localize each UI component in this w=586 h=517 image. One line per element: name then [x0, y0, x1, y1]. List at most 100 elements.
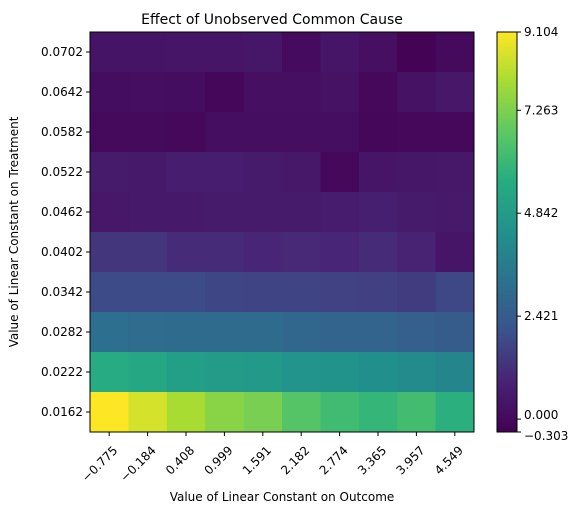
heatmap-cell: [166, 312, 206, 353]
heatmap-cell: [397, 232, 437, 273]
heatmap-cell: [128, 72, 168, 113]
heatmap-cell: [358, 352, 398, 393]
heatmap-cell: [90, 72, 129, 113]
heatmap-cell: [243, 32, 283, 73]
heatmap-cell: [90, 32, 129, 73]
heatmap-cell: [320, 152, 360, 193]
heatmap-cell: [243, 112, 283, 153]
heatmap-cell: [128, 192, 168, 233]
heatmap-cell: [320, 72, 360, 113]
heatmap-cell: [128, 152, 168, 193]
heatmap-cell: [320, 352, 360, 393]
x-tick-label: 0.999: [201, 443, 235, 477]
heatmap-cell: [282, 392, 321, 433]
x-tick-label: 2.774: [317, 443, 351, 477]
heatmap-cell: [320, 192, 360, 233]
heatmap-cell: [166, 272, 206, 313]
x-axis-label: Value of Linear Constant on Outcome: [170, 490, 395, 504]
heatmap-cell: [243, 72, 283, 113]
heatmap-cell: [435, 392, 475, 433]
heatmap-cell: [90, 352, 129, 393]
heatmap-cell: [90, 272, 129, 313]
heatmap-cell: [320, 112, 360, 153]
heatmap-cell: [90, 232, 129, 273]
x-tick-label: 2.182: [278, 443, 312, 477]
heatmap-cell: [282, 312, 321, 353]
y-tick-label: 0.0462: [41, 205, 83, 219]
heatmap-cell: [435, 232, 475, 273]
heatmap-cell: [205, 72, 245, 113]
heatmap-cell: [397, 152, 437, 193]
heatmap-cell: [358, 32, 398, 73]
heatmap-cell: [128, 112, 168, 153]
heatmap-cell: [243, 272, 283, 313]
heatmap-cell: [358, 112, 398, 153]
x-tick-label: 4.549: [432, 443, 466, 477]
heatmap-cell: [320, 312, 360, 353]
y-tick-label: 0.0522: [41, 165, 83, 179]
colorbar-ticks: −0.303 0.000 2.421 4.842 7.263 9.104: [517, 25, 568, 443]
heatmap-cell: [166, 392, 206, 433]
heatmap-cell: [205, 112, 245, 153]
y-axis-ticks: 0.0702 0.0642 0.0582 0.0522 0.0462 0.0402 0.03…: [41, 45, 90, 419]
heatmap-cell: [397, 392, 437, 433]
x-tick-label: −0.775: [79, 443, 120, 484]
x-axis-ticks: −0.775−0.184 0.408 0.999 1.591 2.182 2.774 3.3…: [79, 432, 466, 485]
y-tick-label: 0.0582: [41, 125, 83, 139]
heatmap-cell: [90, 112, 129, 153]
heatmap-cell: [90, 152, 129, 193]
heatmap-cell: [282, 32, 321, 73]
heatmap-cell: [205, 192, 245, 233]
heatmap-cell: [243, 312, 283, 353]
heatmap-cell: [282, 72, 321, 113]
heatmap-cell: [128, 312, 168, 353]
heatmap-cell: [166, 32, 206, 73]
y-tick-label: 0.0342: [41, 285, 83, 299]
colorbar-tick-label: 7.263: [524, 103, 558, 117]
heatmap-cell: [166, 112, 206, 153]
heatmap-cell: [358, 192, 398, 233]
heatmap-cell: [358, 312, 398, 353]
heatmap-cell: [205, 232, 245, 273]
colorbar-tick-label: 0.000: [524, 408, 558, 422]
y-tick-label: 0.0282: [41, 325, 83, 339]
heatmap-cell: [397, 352, 437, 393]
heatmap-cell: [282, 112, 321, 153]
heatmap-cell: [90, 392, 129, 433]
heatmap-cell: [282, 192, 321, 233]
heatmap-cell: [282, 152, 321, 193]
heatmap-cell: [397, 192, 437, 233]
heatmap-cell: [90, 192, 129, 233]
heatmap-cell: [435, 352, 475, 393]
heatmap-cell: [435, 112, 475, 153]
heatmap-cell: [397, 312, 437, 353]
colorbar-tick-label: 2.421: [524, 309, 558, 323]
heatmap-cell: [282, 232, 321, 273]
heatmap-cell: [205, 32, 245, 73]
heatmap-cell: [205, 312, 245, 353]
plot-frame: [89, 31, 475, 433]
heatmap-cell: [128, 272, 168, 313]
heatmap-cell: [166, 152, 206, 193]
colorbar-tick-label: 9.104: [524, 25, 558, 39]
heatmap-cells: [90, 32, 475, 433]
heatmap-cell: [397, 112, 437, 153]
heatmap-cell: [358, 392, 398, 433]
heatmap-cell: [435, 192, 475, 233]
heatmap-cell: [205, 272, 245, 313]
colorbar-tick-label: 4.842: [524, 206, 558, 220]
heatmap-cell: [397, 72, 437, 113]
x-tick-label: 0.408: [163, 443, 197, 477]
heatmap-cell: [128, 232, 168, 273]
heatmap-cell: [282, 272, 321, 313]
heatmap-cell: [320, 32, 360, 73]
heatmap-cell: [128, 392, 168, 433]
y-tick-label: 0.0162: [41, 405, 83, 419]
heatmap-cell: [166, 352, 206, 393]
heatmap-cell: [205, 152, 245, 193]
y-tick-label: 0.0702: [41, 45, 83, 59]
heatmap-cell: [320, 232, 360, 273]
heatmap-cell: [435, 72, 475, 113]
heatmap-cell: [243, 152, 283, 193]
